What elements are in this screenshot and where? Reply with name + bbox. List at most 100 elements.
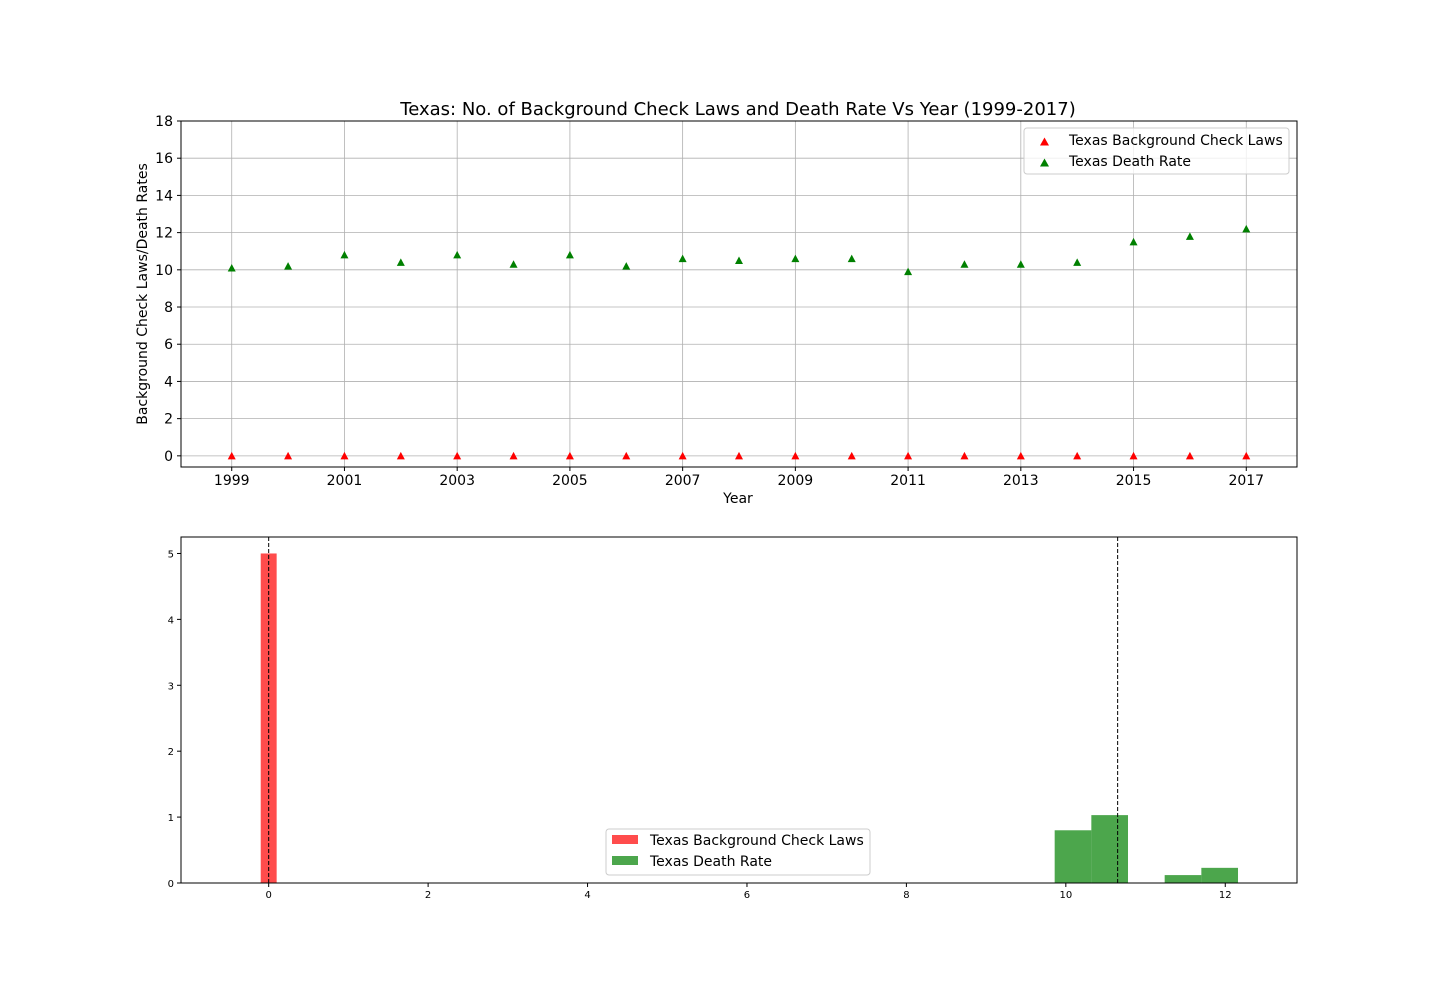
death-rate-point: [284, 262, 293, 270]
y-tick-label: 2: [168, 747, 174, 758]
laws-point: [1242, 451, 1251, 460]
x-tick-label: 10: [1059, 890, 1072, 901]
death-rate-point: [735, 256, 743, 265]
death-rate-point: [340, 250, 349, 259]
y-tick-label: 10: [155, 263, 173, 279]
y-tick-label: 1: [168, 813, 174, 824]
legend-swatch-laws: [612, 835, 638, 844]
legend-frame: [1023, 127, 1290, 175]
death-rate-point: [791, 254, 800, 263]
y-tick-label: 0: [164, 449, 173, 465]
x-tick-label: 2003: [439, 473, 475, 489]
laws-point: [904, 451, 913, 460]
x-tick-label: 2013: [1003, 473, 1039, 489]
laws-point: [565, 451, 574, 460]
x-tick-label: 2011: [890, 473, 926, 489]
x-tick-label: 2015: [1116, 473, 1152, 489]
x-tick-label: 1999: [214, 473, 250, 489]
laws-point: [847, 451, 856, 460]
x-axis-label: Year: [722, 491, 753, 507]
y-tick-label: 5: [168, 549, 174, 560]
laws-point: [791, 451, 800, 460]
laws-point: [340, 451, 349, 460]
plot-points: [227, 224, 1251, 460]
y-axis: 0 2 4 6 8 10 12 14 16 18: [155, 114, 181, 465]
laws-point: [960, 451, 969, 460]
legend-label-death-rate: Texas Death Rate: [649, 854, 772, 870]
plot-frame: [180, 536, 1298, 884]
death-rate-point: [847, 254, 856, 263]
laws-point: [227, 451, 236, 460]
x-axis: 1999 2001 2003 2005 2007 2009 2011 2013 2015 2017: [214, 467, 1264, 489]
legend-label-death-rate: Texas Death Rate: [1068, 154, 1191, 170]
legend-label-laws: Texas Background Check Laws: [649, 833, 864, 849]
laws-point: [735, 451, 743, 460]
death-rate-point: [904, 267, 913, 276]
laws-point: [1073, 451, 1082, 460]
death-rate-point: [509, 260, 518, 268]
death-rate-point: [227, 263, 236, 272]
death-rate-point: [396, 258, 405, 266]
x-tick-label: 6: [744, 890, 750, 901]
x-tick-label: 2007: [665, 473, 701, 489]
y-tick-label: 2: [164, 412, 173, 428]
y-tick-label: 6: [164, 337, 173, 353]
death-rate-point: [1073, 258, 1082, 266]
plot-frame: [180, 120, 1298, 468]
y-tick-label: 16: [155, 151, 173, 167]
scatter-chart: Texas: No. of Background Check Laws and …: [135, 99, 1298, 507]
y-tick-label: 4: [164, 374, 173, 390]
grid: [181, 120, 1297, 467]
y-tick-label: 4: [168, 615, 174, 626]
laws-point: [284, 451, 293, 460]
x-tick-label: 0: [265, 890, 271, 901]
x-tick-label: 4: [584, 890, 590, 901]
legend-marker-death-rate: [1040, 158, 1049, 167]
y-axis: 0 1 2 3 4 5: [168, 549, 181, 890]
death-rate-histogram-bar: [1201, 867, 1239, 883]
x-tick-label: 2: [425, 890, 431, 901]
legend-marker-laws: [1040, 137, 1049, 146]
death-rate-point: [960, 260, 969, 268]
legend-frame: [605, 828, 871, 876]
laws-point: [453, 451, 462, 460]
death-rate-point: [1242, 224, 1251, 233]
y-tick-label: 12: [155, 226, 173, 242]
laws-point: [1129, 451, 1138, 460]
chart-title: Texas: No. of Background Check Laws and …: [399, 99, 1075, 120]
legend: Texas Background Check Laws Texas Death …: [605, 828, 871, 876]
death-rate-histogram-bar: [1164, 875, 1202, 883]
death-rate-point: [565, 250, 574, 259]
y-axis-label: Background Check Laws/Death Rates: [135, 163, 151, 425]
y-tick-label: 14: [155, 188, 173, 204]
death-rate-point: [1016, 260, 1025, 268]
death-rate-point: [678, 254, 687, 263]
laws-point: [1016, 451, 1025, 460]
death-rate-point: [622, 262, 631, 270]
x-tick-label: 2009: [778, 473, 814, 489]
death-rate-histogram-bar: [1091, 815, 1129, 883]
legend: Texas Background Check Laws Texas Death …: [1023, 127, 1290, 175]
laws-point: [622, 451, 631, 460]
y-tick-label: 8: [164, 300, 173, 316]
legend-swatch-death-rate: [612, 856, 638, 865]
legend-label-laws: Texas Background Check Laws: [1068, 133, 1283, 149]
x-tick-label: 8: [903, 890, 909, 901]
laws-point: [509, 451, 518, 460]
x-tick-label: 2001: [327, 473, 363, 489]
death-rate-histogram-bar: [1054, 830, 1092, 883]
y-tick-label: 3: [168, 681, 174, 692]
y-tick-label: 18: [155, 114, 173, 130]
laws-point: [678, 451, 687, 460]
laws-point: [396, 451, 405, 460]
laws-point: [1185, 451, 1194, 460]
x-axis: 0 2 4 6 8 10 12: [265, 883, 1232, 901]
mean-lines: [268, 537, 1119, 883]
x-tick-label: 2005: [552, 473, 588, 489]
death-rate-point: [1129, 237, 1138, 246]
y-tick-label: 0: [168, 879, 174, 890]
death-rate-point: [1185, 232, 1194, 240]
x-tick-label: 2017: [1228, 473, 1264, 489]
